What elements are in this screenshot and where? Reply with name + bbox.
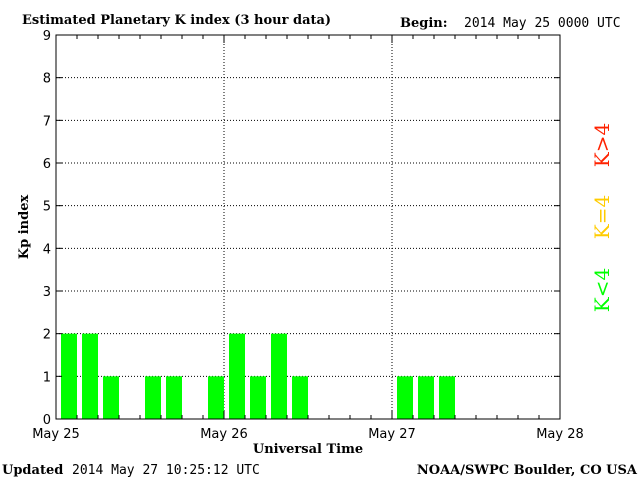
x-tick-label: May 27 (368, 427, 416, 442)
y-axis-label: Kp index (17, 195, 32, 260)
source-label: NOAA/SWPC Boulder, CO USA (417, 463, 638, 478)
x-tick-label: May 26 (200, 427, 248, 442)
y-tick-label: 5 (43, 200, 51, 215)
x-tick-label: May 25 (32, 427, 80, 442)
begin-value: 2014 May 25 0000 UTC (464, 16, 621, 31)
legend-low: K<4 (590, 268, 614, 312)
bars (61, 333, 455, 419)
kp-bar (397, 376, 413, 419)
y-tick-label: 7 (43, 114, 51, 129)
y-tick-label: 2 (43, 328, 51, 343)
plot-frame (55, 34, 561, 420)
y-tick-label: 9 (43, 29, 51, 44)
kp-bar (82, 333, 98, 419)
y-tick-label: 6 (43, 157, 51, 172)
y-tick-label: 3 (43, 285, 51, 300)
chart-title: Estimated Planetary K index (3 hour data… (22, 13, 331, 28)
updated-value: 2014 May 27 10:25:12 UTC (72, 463, 260, 478)
kp-bar (103, 376, 119, 419)
y-tick-label: 0 (43, 413, 51, 428)
kp-bar (61, 333, 77, 419)
legend-mid: K=4 (590, 195, 614, 239)
kp-bar (208, 376, 224, 419)
kp-bar (292, 376, 308, 419)
x-tick-label: May 28 (536, 427, 584, 442)
kp-bar (145, 376, 161, 419)
y-ticks: 0 1 2 3 4 5 6 7 8 9 (43, 29, 560, 428)
begin-label: Begin: (400, 16, 448, 31)
kp-bar (271, 333, 287, 419)
x-axis-label: Universal Time (253, 442, 363, 457)
y-tick-label: 4 (43, 242, 51, 257)
kp-bar (418, 376, 434, 419)
kp-bar (166, 376, 182, 419)
legend-high: K>4 (590, 123, 614, 167)
kp-bar (439, 376, 455, 419)
updated-label: Updated (2, 463, 63, 478)
kp-bar (250, 376, 266, 419)
grid-lines (56, 35, 560, 419)
y-tick-label: 1 (43, 370, 51, 385)
kp-bar (229, 333, 245, 419)
y-tick-label: 8 (43, 72, 51, 87)
x-ticks: May 25 May 26 May 27 May 28 (32, 35, 584, 442)
